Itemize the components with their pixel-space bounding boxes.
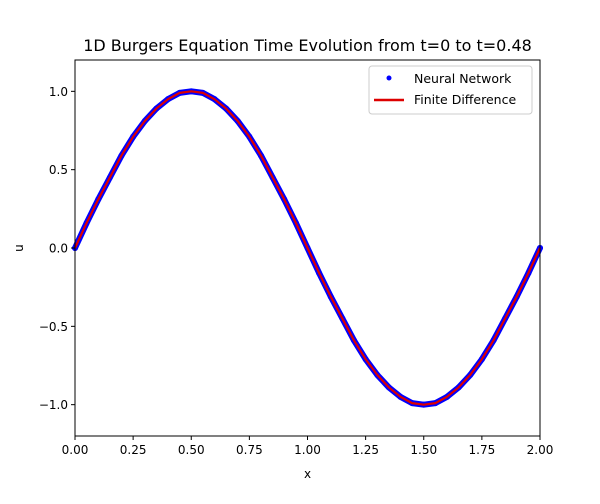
y-tick-label: 0.5 (49, 163, 68, 177)
x-tick-label: 0.50 (178, 443, 205, 457)
legend-box (368, 65, 533, 115)
x-tick-label: 0.00 (62, 443, 89, 457)
x-tick-label: 0.25 (120, 443, 147, 457)
y-tick-label: 1.0 (49, 85, 68, 99)
legend-label-neural-network: Neural Network (414, 71, 512, 86)
y-axis-label: u (12, 244, 26, 252)
y-tick-label: −1.0 (39, 398, 68, 412)
y-tick-label: 0.0 (49, 242, 68, 256)
x-axis-ticks: 0.00 0.25 0.50 0.75 1.00 1.25 1.50 1.75 2.00 (62, 436, 554, 457)
x-tick-label: 2.00 (527, 443, 554, 457)
y-axis-ticks: −1.0 −0.5 0.0 0.5 1.0 (39, 85, 75, 412)
x-tick-label: 1.00 (294, 443, 321, 457)
legend-marker-neural-network (386, 75, 392, 81)
x-tick-label: 1.50 (410, 443, 437, 457)
legend: Neural Network Finite Difference (368, 65, 533, 115)
legend-label-finite-difference: Finite Difference (414, 92, 516, 107)
series-finite-difference-line (74, 90, 541, 406)
x-tick-label: 0.75 (236, 443, 263, 457)
x-tick-label: 1.25 (352, 443, 379, 457)
chart-title: 1D Burgers Equation Time Evolution from … (83, 36, 532, 55)
series-layer (72, 88, 543, 408)
y-tick-label: −0.5 (39, 320, 68, 334)
plot-area (72, 88, 543, 408)
x-tick-label: 1.75 (469, 443, 496, 457)
x-axis-label: x (304, 467, 311, 481)
